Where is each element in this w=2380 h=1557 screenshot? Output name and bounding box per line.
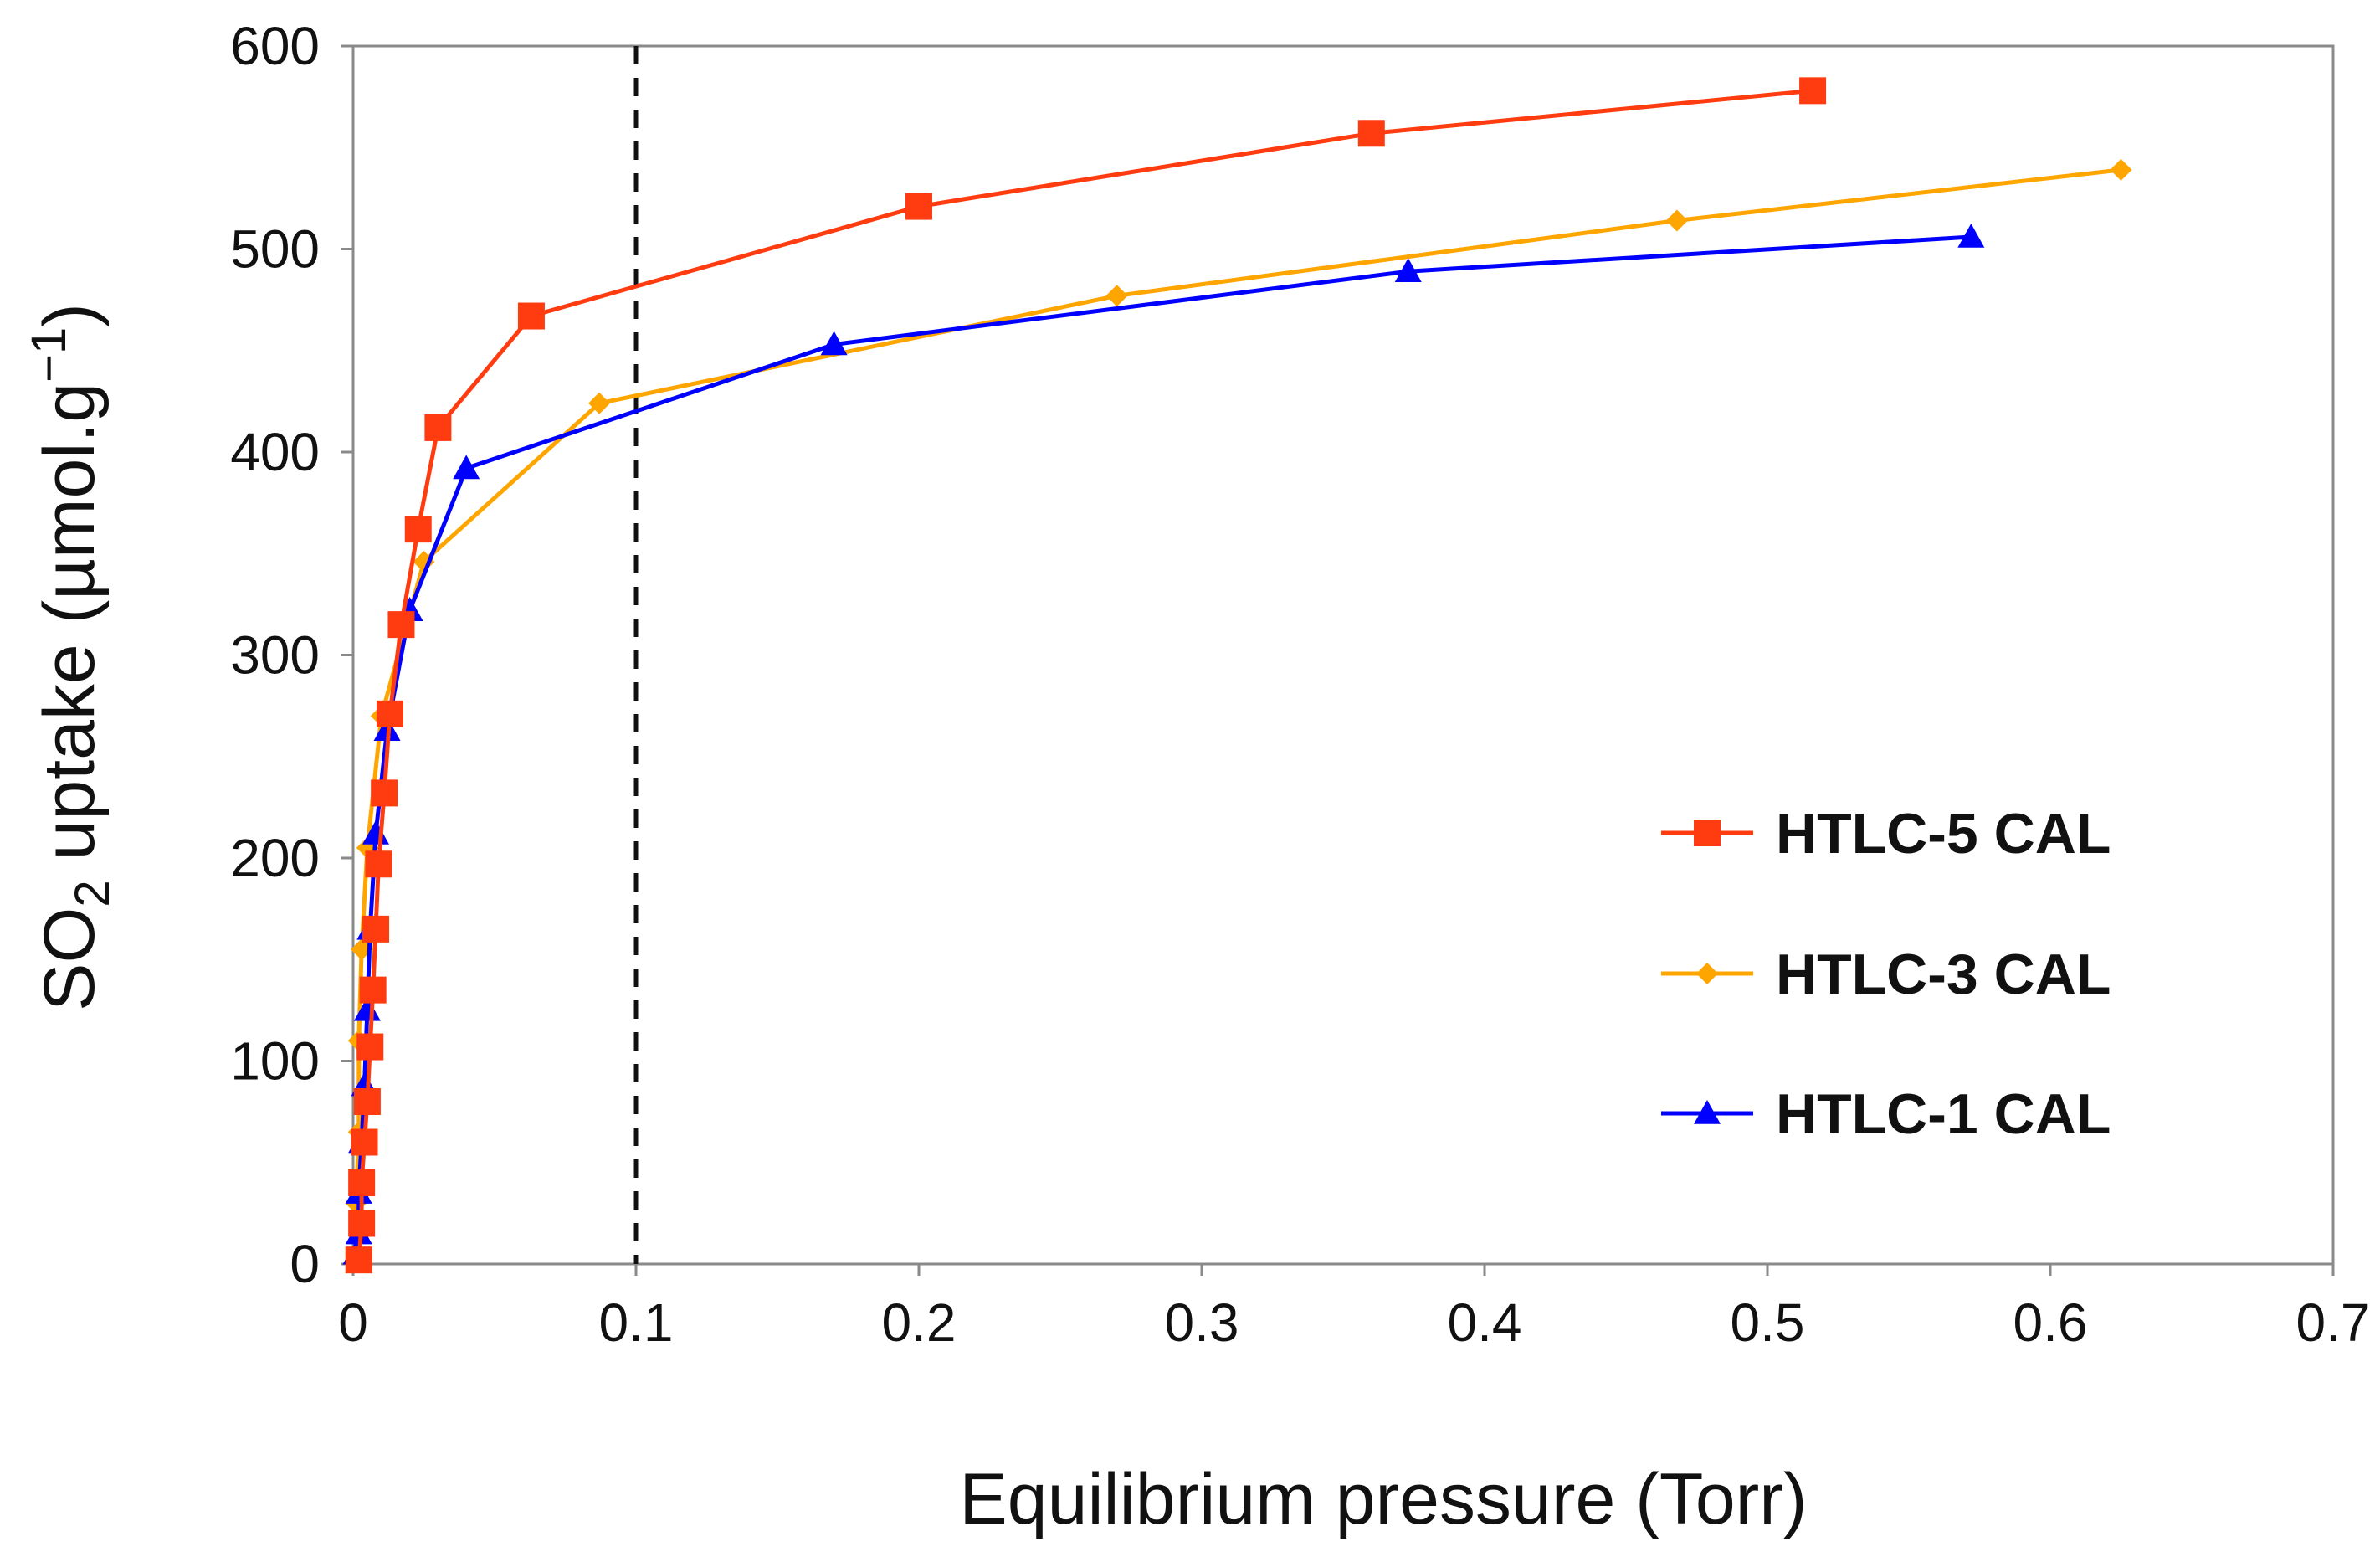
legend-marker bbox=[1696, 963, 1718, 984]
data-point bbox=[356, 1033, 384, 1061]
data-point bbox=[351, 938, 373, 961]
data-point bbox=[820, 331, 848, 356]
y-tick-label: 600 bbox=[230, 16, 320, 76]
x-tick-label: 0 bbox=[338, 1292, 368, 1353]
data-point bbox=[348, 1210, 376, 1237]
legend-item-htlc-5-cal: HTLC-5 CAL bbox=[1661, 802, 2111, 866]
data-point bbox=[387, 611, 415, 639]
data-point bbox=[517, 302, 545, 330]
y-tick-label: 400 bbox=[230, 422, 320, 482]
data-point bbox=[588, 392, 611, 414]
series-htlc-5-cal bbox=[345, 77, 1827, 1274]
legend-item-htlc-3-cal: HTLC-3 CAL bbox=[1661, 943, 2111, 1006]
data-point bbox=[2110, 158, 2132, 181]
data-point bbox=[376, 700, 403, 727]
x-tick-label: 0.4 bbox=[1448, 1292, 1522, 1353]
x-tick-label: 0.6 bbox=[2013, 1292, 2088, 1353]
y-axis-title-suffix: ) bbox=[29, 303, 110, 327]
data-point bbox=[345, 1246, 372, 1274]
x-tick-label: 0.1 bbox=[599, 1292, 674, 1353]
y-axis-title: SO2 uptake (µmol.g−1) bbox=[22, 303, 120, 1011]
y-axis-title-prefix: SO bbox=[29, 907, 110, 1011]
data-point bbox=[1799, 77, 1827, 105]
data-point bbox=[1105, 285, 1128, 307]
data-point bbox=[371, 779, 398, 807]
x-tick-label: 0.2 bbox=[882, 1292, 957, 1353]
y-axis-title-middle: uptake (µmol.g bbox=[29, 383, 110, 880]
y-axis-title-subscript: 2 bbox=[65, 880, 120, 907]
y-axis-title-superscript: −1 bbox=[22, 327, 76, 383]
x-tick-label: 0.7 bbox=[2296, 1292, 2371, 1353]
data-point bbox=[351, 1128, 378, 1156]
x-tick-label: 0.3 bbox=[1165, 1292, 1239, 1353]
legend-label: HTLC-3 CAL bbox=[1776, 943, 2111, 1006]
data-point bbox=[1357, 120, 1385, 147]
axis-ticks: 0 100 200 300 400 500 600 0 0.1 0.2 0.3 0.4 0.5 0.6 0.… bbox=[230, 16, 2370, 1353]
data-point bbox=[1665, 209, 1688, 232]
data-point bbox=[404, 516, 432, 543]
legend-label: HTLC-5 CAL bbox=[1776, 802, 2111, 866]
legend-item-htlc-1-cal: HTLC-1 CAL bbox=[1661, 1082, 2111, 1146]
legend: HTLC-5 CAL HTLC-3 CAL HTLC-1 CAL bbox=[1661, 802, 2111, 1146]
data-point bbox=[1957, 223, 1985, 248]
data-point bbox=[453, 455, 480, 480]
data-point bbox=[905, 193, 932, 220]
series-group bbox=[342, 77, 2132, 1274]
data-point bbox=[359, 976, 387, 1004]
y-tick-label: 200 bbox=[230, 828, 320, 888]
data-point bbox=[424, 414, 452, 441]
y-tick-label: 300 bbox=[230, 625, 320, 686]
data-point bbox=[348, 1169, 376, 1196]
data-point bbox=[353, 1088, 381, 1115]
y-tick-label: 100 bbox=[230, 1031, 320, 1092]
legend-marker bbox=[1694, 1100, 1721, 1124]
y-tick-label: 0 bbox=[290, 1234, 320, 1294]
data-point bbox=[365, 850, 392, 878]
y-tick-label: 500 bbox=[230, 219, 320, 280]
data-point bbox=[362, 915, 390, 943]
data-point bbox=[353, 996, 381, 1021]
x-tick-label: 0.5 bbox=[1731, 1292, 1805, 1353]
legend-marker bbox=[1694, 820, 1721, 846]
data-point bbox=[1394, 258, 1422, 282]
x-axis-title: Equilibrium pressure (Torr) bbox=[959, 1459, 1807, 1539]
legend-label: HTLC-1 CAL bbox=[1776, 1082, 2111, 1146]
